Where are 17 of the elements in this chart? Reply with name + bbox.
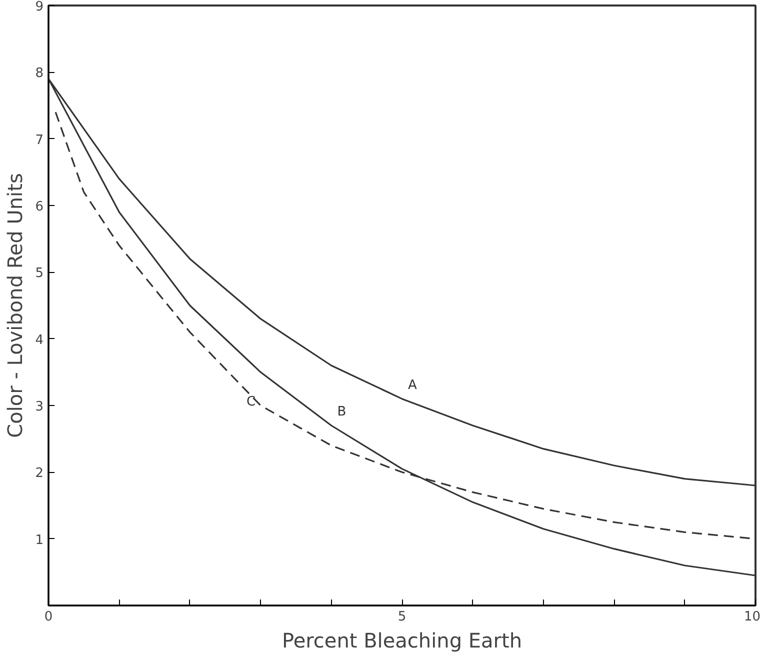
y-tick-label: 7 (35, 132, 44, 148)
y-tick-label: 1 (35, 532, 44, 548)
y-tick-label: 8 (35, 66, 44, 82)
series-label: B (337, 404, 346, 420)
series-label: C (246, 394, 256, 410)
y-tick-label: 4 (35, 332, 44, 348)
y-tick-label: 5 (35, 266, 44, 282)
x-tick-label: 5 (398, 610, 406, 624)
x-axis-title: Percent Bleaching Earth (282, 628, 522, 652)
y-tick-label: 6 (35, 200, 44, 214)
y-tick-label: 2 (35, 466, 44, 482)
x-tick-label: 10 (744, 610, 761, 624)
x-tick-label: 0 (44, 610, 53, 624)
series-label: A (408, 378, 417, 393)
y-axis-title: Color - Lovibond Red Units (3, 173, 28, 438)
y-tick-label: 3 (35, 400, 44, 414)
y-tick-label: 9 (35, 0, 44, 14)
